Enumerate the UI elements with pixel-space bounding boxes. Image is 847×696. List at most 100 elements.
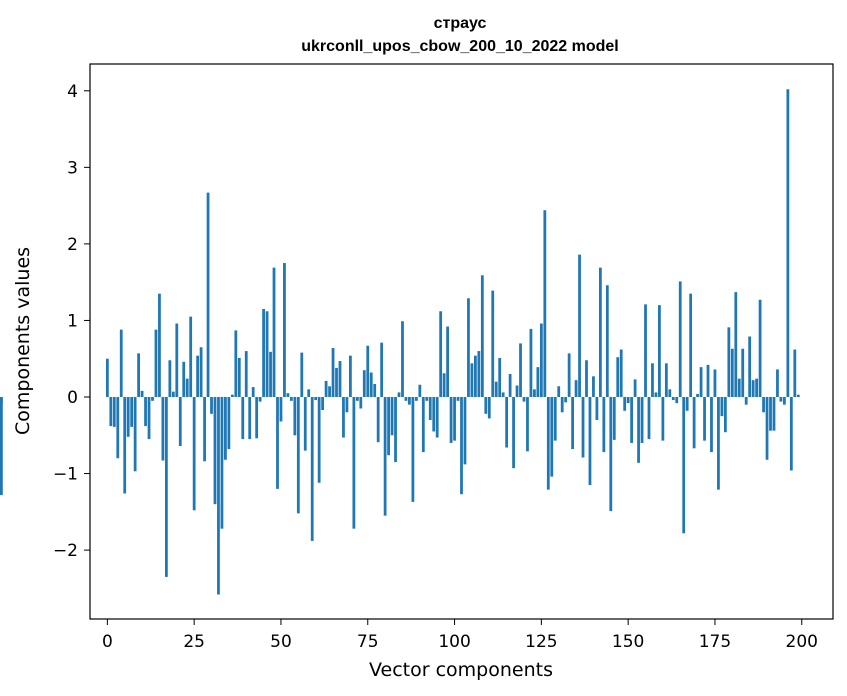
bar-97 <box>442 373 446 397</box>
bar-143 <box>602 397 606 453</box>
bar-75 <box>366 345 370 397</box>
bar-184 <box>744 397 748 405</box>
bar-84 <box>397 392 401 397</box>
bar-112 <box>494 381 498 397</box>
bar-165 <box>678 281 682 397</box>
bar-1 <box>109 397 113 427</box>
bar-71 <box>352 397 356 529</box>
bar-122 <box>529 328 533 397</box>
bar-49 <box>276 397 279 489</box>
bar-34 <box>224 397 227 460</box>
bar-171 <box>699 367 703 397</box>
bar-149 <box>623 397 627 411</box>
bar-50 <box>279 397 283 422</box>
bar-121 <box>526 397 529 452</box>
bar-197 <box>789 397 793 471</box>
bars-group <box>0 89 800 595</box>
bar-170 <box>696 393 699 397</box>
bar-67 <box>338 361 342 397</box>
x-tick-label: 150 <box>612 632 644 652</box>
bar-95 <box>435 397 439 438</box>
bar-189 <box>762 397 765 413</box>
bar-154 <box>640 397 644 443</box>
bar-76 <box>369 372 373 397</box>
bar-42 <box>251 387 255 397</box>
bar-69 <box>345 397 349 413</box>
bar-146 <box>612 397 616 440</box>
bar-40 <box>244 351 248 397</box>
bar-161 <box>664 363 668 397</box>
bar-51 <box>283 263 286 397</box>
bar-63 <box>324 380 328 397</box>
bar-153 <box>637 397 640 463</box>
plot-frame <box>89 63 834 620</box>
bar-138 <box>585 360 588 397</box>
bar-117 <box>512 397 515 469</box>
bar-37 <box>234 330 238 397</box>
bar-27 <box>199 347 203 397</box>
bar-198 <box>793 349 797 397</box>
x-tick-label: 125 <box>525 632 557 652</box>
bar-148 <box>619 349 623 397</box>
bar-35 <box>227 397 231 450</box>
bar-91 <box>421 397 425 453</box>
bar-187 <box>755 378 759 397</box>
x-tick-label: 175 <box>699 632 731 652</box>
bar-73 <box>359 397 363 409</box>
bar-127 <box>546 397 550 490</box>
bar-163 <box>671 397 675 401</box>
bar-74 <box>362 370 366 397</box>
bar-19 <box>171 391 175 397</box>
bar-131 <box>560 397 564 413</box>
bar-174 <box>710 397 713 453</box>
bar-17 <box>164 397 168 577</box>
bar-155 <box>644 304 647 397</box>
bar-157 <box>651 363 654 397</box>
bar-83 <box>394 397 397 463</box>
bar-99 <box>449 397 453 443</box>
bar-46 <box>265 311 269 397</box>
bar-196 <box>786 89 790 397</box>
bar-21 <box>178 397 182 446</box>
y-tick-label: 4 <box>67 82 78 102</box>
bar-141 <box>595 397 599 420</box>
bar-79 <box>380 342 384 397</box>
bar-181 <box>734 292 738 397</box>
bar-6 <box>126 397 130 437</box>
bar-182 <box>737 378 741 397</box>
bar-132 <box>564 397 568 403</box>
bar-101 <box>456 397 460 401</box>
bar-96 <box>439 311 443 397</box>
bar-0 <box>105 358 109 397</box>
bar-32 <box>217 397 220 595</box>
bar-31 <box>213 397 217 505</box>
bar-194 <box>779 397 783 402</box>
bar-116 <box>508 374 512 397</box>
bar-139 <box>588 397 592 486</box>
bar-39 <box>241 397 245 440</box>
y-tick-label: −2 <box>53 541 78 561</box>
bar-66 <box>335 367 338 397</box>
bar-136 <box>578 254 581 397</box>
bar-159 <box>658 305 661 397</box>
bar-133 <box>567 353 571 397</box>
bar-68 <box>342 397 345 438</box>
bar-176 <box>717 397 720 490</box>
bar-89 <box>414 397 418 401</box>
bar-47 <box>269 351 272 397</box>
bar-8 <box>133 397 137 472</box>
bar-43 <box>255 397 259 439</box>
bar-100 <box>453 397 456 441</box>
bar-25 <box>192 397 196 511</box>
bar-28 <box>203 397 206 462</box>
bar-5 <box>123 397 127 494</box>
y-tick-label: 2 <box>67 235 78 255</box>
bar-82 <box>390 397 394 436</box>
y-axis-label: Components values <box>12 247 34 435</box>
x-axis: 0 25 50 75 100 125 150 175 200 <box>102 619 818 652</box>
bar-33 <box>220 397 224 529</box>
bar-4 <box>119 329 123 397</box>
bar-87 <box>408 397 411 405</box>
x-tick-label: 200 <box>786 632 818 652</box>
